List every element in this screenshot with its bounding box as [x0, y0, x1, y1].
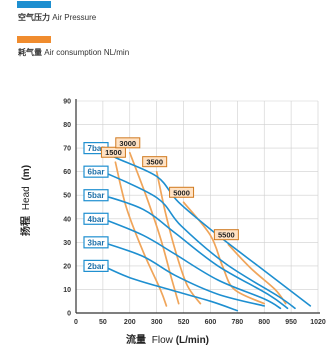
pressure-label-2bar: 2bar: [88, 262, 105, 271]
pressure-label-box-5bar: [83, 189, 109, 202]
consumption-line-3000: [128, 151, 180, 305]
pressure-label-box-6bar: [83, 165, 109, 178]
y-tick-label-40: 40: [63, 216, 71, 223]
pressure-label-6bar: 6bar: [88, 168, 105, 177]
air-consumption-lines: [114, 151, 287, 307]
legend-consumption-cn: 耗气量: [18, 48, 42, 57]
consumption-line-3500: [155, 170, 202, 305]
chart-grid: [75, 100, 319, 314]
legend-air-consumption: 耗气量 Air consumption NL/min: [17, 36, 129, 57]
legend-air-pressure: 空气压力 Air Pressure: [17, 1, 96, 22]
x-tick-label-50: 50: [99, 319, 107, 326]
y-tick-labels: 0 10 20 30 40 50 60 70 80 90: [63, 99, 71, 318]
pressure-labels: 7bar 6bar 5bar 4bar 3bar 2bar: [83, 142, 109, 272]
x-tick-label-0: 0: [74, 319, 78, 326]
consumption-label-box-1500: [100, 146, 126, 158]
x-axis-title-en: Flow: [152, 335, 174, 346]
pressure-line-2bar: [102, 265, 239, 312]
y-tick-label-30: 30: [63, 240, 71, 247]
legend-swatch-blue: [17, 1, 51, 8]
legend-label-consumption: 耗气量 Air consumption NL/min: [18, 47, 129, 58]
y-axis-title-en: Head: [21, 186, 32, 210]
pressure-line-5bar: [102, 194, 289, 310]
pressure-label-3bar: 3bar: [88, 238, 105, 247]
x-tick-label-300: 300: [151, 319, 163, 326]
y-tick-label-90: 90: [63, 99, 71, 106]
pressure-label-box-2bar: [83, 259, 109, 272]
x-tick-label-200: 200: [124, 319, 136, 326]
pressure-line-4bar: [102, 218, 282, 310]
x-tick-label-950: 950: [285, 319, 297, 326]
pressure-line-3bar: [102, 241, 265, 307]
x-tick-label-520: 520: [178, 319, 190, 326]
y-tick-label-10: 10: [63, 287, 71, 294]
x-axis-title-cn: 流量: [126, 333, 146, 346]
x-tick-label-780: 780: [231, 319, 243, 326]
x-axis-title-unit: (L/min): [176, 335, 209, 346]
consumption-line-5000: [182, 201, 266, 305]
pressure-line-6bar: [102, 170, 296, 310]
y-axis-title-unit: (m): [21, 165, 32, 181]
consumption-label-3000: 3000: [119, 139, 136, 148]
consumption-label-box-3500: [142, 156, 168, 168]
pressure-label-box-3bar: [83, 236, 109, 249]
x-tick-labels: 0 50 200 300 520 600 780 800 950 1020: [74, 319, 326, 326]
consumption-label-box-5500: [213, 229, 239, 241]
x-tick-label-800: 800: [258, 319, 270, 326]
y-tick-label-60: 60: [63, 169, 71, 176]
consumption-line-1500: [114, 161, 168, 307]
y-tick-label-70: 70: [63, 146, 71, 153]
y-tick-label-50: 50: [63, 193, 71, 200]
y-tick-label-20: 20: [63, 263, 71, 270]
legend-pressure-cn: 空气压力: [18, 13, 50, 22]
pressure-label-5bar: 5bar: [88, 191, 105, 200]
pressure-label-7bar: 7bar: [88, 144, 105, 153]
consumption-label-box-5000: [169, 186, 195, 198]
consumption-label-box-3000: [115, 137, 141, 149]
y-axis-title: 扬程 Head (m): [19, 165, 32, 236]
y-axis-title-cn: 扬程: [19, 216, 32, 236]
legend-label-pressure: 空气压力 Air Pressure: [18, 12, 96, 23]
x-tick-label-1020: 1020: [310, 319, 326, 326]
pressure-label-box-4bar: [83, 212, 109, 225]
chart-axes: [75, 99, 320, 314]
y-tick-label-0: 0: [67, 311, 71, 318]
legend-consumption-en: Air consumption NL/min: [44, 48, 130, 57]
y-tick-label-80: 80: [63, 122, 71, 129]
x-tick-label-600: 600: [205, 319, 217, 326]
legend-swatch-orange: [17, 36, 51, 43]
consumption-label-5500: 5500: [218, 231, 235, 240]
x-axis-title: 流量 Flow (L/min): [126, 333, 209, 346]
consumption-label-1500: 1500: [105, 148, 122, 157]
consumption-label-5000: 5000: [173, 188, 190, 197]
pressure-label-4bar: 4bar: [88, 215, 105, 224]
consumption-label-3500: 3500: [146, 158, 163, 167]
legend-pressure-en: Air Pressure: [52, 13, 97, 22]
